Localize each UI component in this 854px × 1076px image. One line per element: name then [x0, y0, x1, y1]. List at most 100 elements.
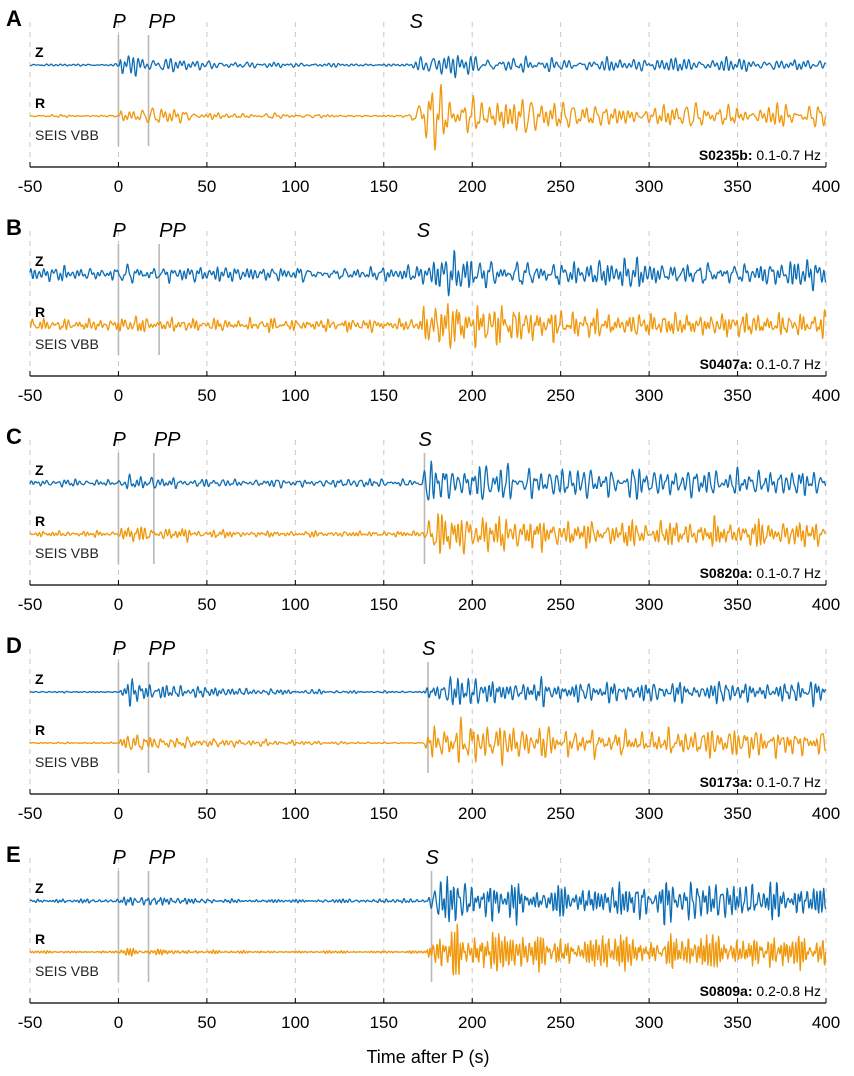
channel-label-z: Z [35, 880, 44, 896]
channel-label-z: Z [35, 671, 44, 687]
x-axis-label: Time after P (s) [366, 1047, 489, 1067]
event-label: S0235b: 0.1-0.7 Hz [699, 147, 821, 163]
x-tick-label: -50 [18, 386, 43, 405]
event-label: S0820a: 0.1-0.7 Hz [700, 565, 821, 581]
x-tick-label: 300 [635, 1013, 663, 1032]
event-name: S0820a: [700, 565, 753, 581]
frequency-band: 0.1-0.7 Hz [753, 774, 821, 790]
x-tick-label: 200 [458, 386, 486, 405]
channel-label-r: R [35, 513, 45, 529]
x-tick-label: -50 [18, 1013, 43, 1032]
panel-letter: D [6, 633, 22, 658]
panel-letter: C [6, 424, 22, 449]
phase-label: P [112, 638, 126, 660]
x-tick-label: 150 [370, 177, 398, 196]
x-tick-label: 400 [812, 386, 840, 405]
frequency-band: 0.1-0.7 Hz [753, 565, 821, 581]
phase-label: PP [154, 429, 181, 451]
panel-letter: E [6, 842, 21, 867]
x-tick-label: 150 [370, 595, 398, 614]
channel-label-z: Z [35, 462, 44, 478]
x-tick-label: 200 [458, 595, 486, 614]
channel-label-z: Z [35, 44, 44, 60]
x-tick-label: 400 [812, 804, 840, 823]
x-tick-label: 250 [546, 1013, 574, 1032]
frequency-band: 0.1-0.7 Hz [753, 356, 821, 372]
trace-r [29, 513, 827, 555]
trace-z [29, 875, 827, 926]
event-name: S0809a: [700, 983, 753, 999]
trace-r [29, 716, 827, 767]
x-tick-label: 150 [370, 1013, 398, 1032]
channel-label-z: Z [35, 253, 44, 269]
phase-label: PP [149, 847, 176, 869]
x-tick-label: 350 [723, 595, 751, 614]
x-tick-label: 0 [114, 804, 123, 823]
channel-label-r: R [35, 722, 45, 738]
x-tick-label: 200 [458, 804, 486, 823]
station-label: SEIS VBB [35, 963, 99, 979]
phase-label: PP [149, 638, 176, 660]
x-tick-label: 50 [197, 386, 216, 405]
x-tick-label: 150 [370, 386, 398, 405]
x-tick-label: 100 [281, 386, 309, 405]
channel-label-r: R [35, 931, 45, 947]
panel-letter: B [6, 215, 22, 240]
x-tick-label: 100 [281, 804, 309, 823]
x-tick-label: 0 [114, 177, 123, 196]
event-label: S0407a: 0.1-0.7 Hz [700, 356, 821, 372]
x-tick-label: 350 [723, 804, 751, 823]
event-name: S0407a: [700, 356, 753, 372]
x-tick-label: 400 [812, 1013, 840, 1032]
phase-label: S [410, 11, 424, 33]
station-label: SEIS VBB [35, 336, 99, 352]
x-tick-label: -50 [18, 177, 43, 196]
x-tick-label: -50 [18, 804, 43, 823]
x-tick-label: 300 [635, 177, 663, 196]
x-tick-label: -50 [18, 595, 43, 614]
phase-label: P [112, 847, 126, 869]
phase-label: S [418, 429, 432, 451]
x-tick-label: 350 [723, 386, 751, 405]
trace-z [29, 250, 827, 297]
x-tick-label: 250 [546, 386, 574, 405]
phase-label: P [112, 11, 126, 33]
trace-r [29, 303, 827, 349]
x-tick-label: 0 [114, 386, 123, 405]
x-tick-label: 50 [197, 804, 216, 823]
trace-z [29, 54, 827, 79]
x-tick-label: 350 [723, 177, 751, 196]
x-tick-label: 50 [197, 595, 216, 614]
x-tick-label: 250 [546, 595, 574, 614]
trace-r [29, 923, 827, 976]
x-tick-label: 250 [546, 804, 574, 823]
phase-label: S [422, 638, 436, 660]
x-tick-label: 100 [281, 1013, 309, 1032]
trace-r [29, 83, 827, 151]
x-tick-label: 50 [197, 177, 216, 196]
trace-z [29, 460, 827, 501]
trace-z [29, 675, 827, 708]
station-label: SEIS VBB [35, 754, 99, 770]
x-tick-label: 200 [458, 1013, 486, 1032]
x-tick-label: 100 [281, 595, 309, 614]
frequency-band: 0.2-0.8 Hz [753, 983, 821, 999]
x-tick-label: 300 [635, 804, 663, 823]
x-tick-label: 0 [114, 595, 123, 614]
event-label: S0809a: 0.2-0.8 Hz [700, 983, 821, 999]
phase-label: P [112, 220, 126, 242]
x-tick-label: 200 [458, 177, 486, 196]
x-tick-label: 300 [635, 386, 663, 405]
x-tick-label: 400 [812, 595, 840, 614]
phase-label: S [426, 847, 440, 869]
panel-letter: A [6, 6, 22, 31]
event-name: S0173a: [700, 774, 753, 790]
x-tick-label: 350 [723, 1013, 751, 1032]
event-name: S0235b: [699, 147, 753, 163]
